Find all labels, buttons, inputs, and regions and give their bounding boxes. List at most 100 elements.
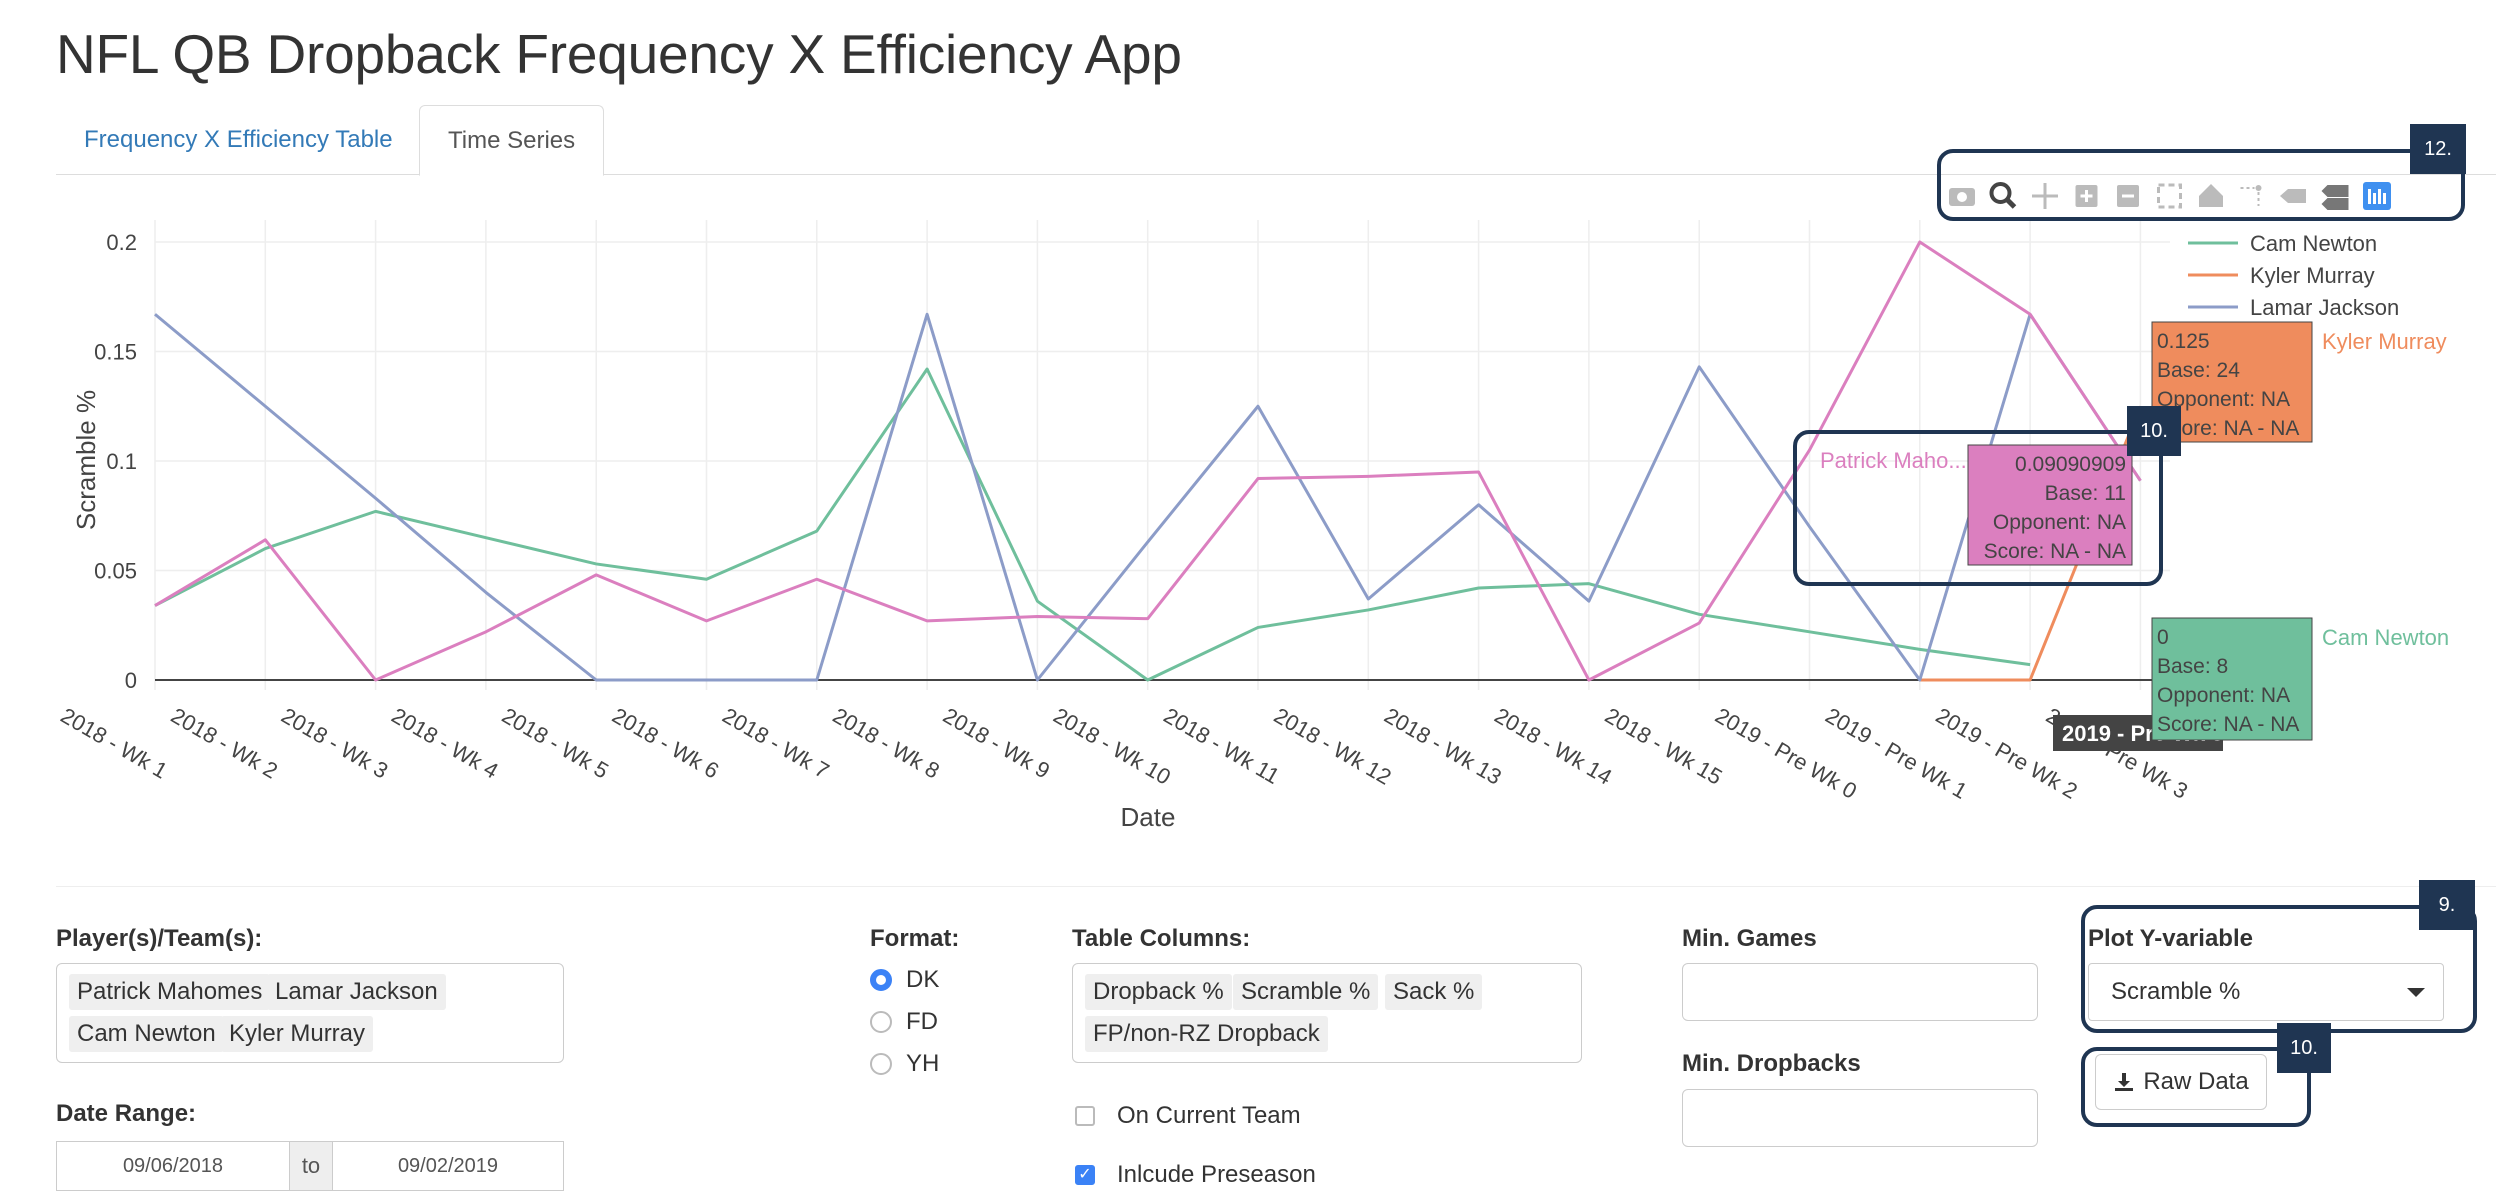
tab-time-series[interactable]: Time Series [419,105,605,176]
tooltip-badge: 10. [2127,406,2181,456]
x-tick-label: 2018 - Wk 9 [939,703,1054,784]
legend-entry: Cam Newton [2250,231,2377,256]
date-end-input[interactable]: 09/02/2019 [332,1141,564,1191]
spike-lines-icon[interactable] [2240,185,2262,206]
pan-icon[interactable] [2032,183,2058,209]
x-tick-label: 2018 - Wk 12 [1270,703,1396,790]
x-tick-label: 2018 - Wk 10 [1049,703,1175,790]
column-chip[interactable]: Scramble % [1233,974,1379,1010]
download-icon [2115,1073,2134,1091]
plotly-logo-bar [2368,189,2371,204]
raw-data-label: Raw Data [2143,1068,2249,1095]
plotly-logo-bar [2373,193,2376,204]
format-option-label: DK [906,966,940,993]
autoscale-icon[interactable] [2157,183,2182,209]
hover-tooltip-box [1967,444,2133,566]
plotly-logo-bg [2363,182,2391,210]
on-current-team-label: On Current Team [1117,1102,1301,1129]
zoom-lens [1989,182,2012,204]
y-axis-title: Scramble % [71,390,101,530]
camera-icon[interactable] [1949,188,1975,206]
legend-entry: Lamar Jackson [2250,295,2399,320]
zoom-out-icon[interactable] [2117,185,2139,207]
hover-tooltip-series-name: Patrick Maho... [1820,448,1967,473]
x-tick-label: 2018 - Wk 15 [1601,703,1727,790]
format-option-fd[interactable]: FD [870,1008,938,1036]
plotly-logo-bar [2378,189,2381,204]
hover-tooltip-line: Score: NA - NA [1984,540,2126,563]
series-line-cam-newton [154,367,2031,682]
min-dropbacks-label: Min. Dropbacks [1682,1050,1861,1077]
radio-selected-icon[interactable] [870,969,892,991]
hover-tooltip-line: Base: 8 [2157,655,2228,678]
on-current-team-checkbox[interactable]: On Current Team [1075,1102,1301,1130]
hover-tooltip-line: Opponent: NA [2157,684,2290,707]
min-dropbacks-input[interactable] [1682,1089,2038,1147]
hover-closest-icon[interactable] [2280,189,2306,203]
format-label: Format: [870,925,960,952]
min-games-input[interactable] [1682,963,2038,1021]
plot-y-variable-select[interactable]: Scramble % [2088,963,2444,1021]
players-label: Player(s)/Team(s): [56,925,263,952]
x-tick-label: 2018 - Wk 7 [718,703,833,784]
min-games-label: Min. Games [1682,925,1817,952]
x-tick-label: 2018 - Wk 4 [387,703,502,784]
x-tick-label: 2018 - Wk 14 [1490,703,1616,790]
hover-tooltip-line: 0.125 [2157,330,2210,353]
radio-icon[interactable] [870,1053,892,1075]
player-chip[interactable]: Cam Newton [69,1016,224,1052]
date-start-input[interactable]: 09/06/2018 [56,1141,290,1191]
hover-tooltip-line: Score: NA - NA [2157,417,2299,440]
format-option-label: FD [906,1008,938,1035]
raw-data-button[interactable]: Raw Data [2095,1054,2267,1110]
plot-y-badge: 9. [2419,880,2475,930]
x-tick-label: 2018 - Wk 6 [608,703,723,784]
chevron-down-icon [2407,988,2425,997]
home-shape [2199,184,2223,207]
zoom-in-icon[interactable] [2075,185,2098,207]
player-chip[interactable]: Patrick Mahomes [69,974,271,1010]
zoom-icon[interactable] [1989,182,2017,209]
section-divider [56,886,2496,887]
reset-axes-icon[interactable] [2199,184,2223,207]
hover-tooltip-line: Base: 11 [2045,482,2126,505]
hover-tooltip-line: Opponent: NA [1993,511,2126,534]
plot-y-variable-value: Scramble % [2111,978,2241,1005]
x-axis-title: Date [1121,802,1176,832]
table-columns-select[interactable]: Dropback % Scramble % Sack % FP/non-RZ D… [1072,963,1582,1063]
hover-tooltip-line: Opponent: NA [2157,388,2290,411]
include-preseason-label: Inlcude Preseason [1117,1161,1316,1188]
y-tick-label: 0.1 [106,449,137,474]
hover-tooltip-series-name: Cam Newton [2322,625,2449,650]
format-option-dk[interactable]: DK [870,966,939,994]
column-chip[interactable]: FP/non-RZ Dropback [1085,1016,1328,1052]
y-tick-label: 0.15 [94,340,137,365]
date-range-separator: to [290,1141,332,1191]
spike-lines [2240,187,2260,206]
players-select[interactable]: Patrick Mahomes Lamar Jackson Cam Newton… [56,963,564,1063]
player-chip[interactable]: Kyler Murray [221,1016,374,1052]
x-tick-label: 2018 - Wk 1 [57,703,172,784]
x-tick-label: 2018 - Wk 2 [167,703,282,784]
plotly-logo-icon[interactable] [2363,182,2391,210]
checkbox-checked-icon[interactable]: ✓ [1075,1165,1095,1185]
zoom-handle [2005,198,2017,209]
checkbox-icon[interactable] [1075,1106,1095,1126]
format-option-yh[interactable]: YH [870,1050,939,1078]
radio-icon[interactable] [870,1011,892,1033]
modebar-badge: 12. [2410,124,2466,174]
hover-tooltip-line: Base: 24 [2157,359,2240,382]
zoom-sign [2080,190,2093,202]
player-chip[interactable]: Lamar Jackson [267,974,446,1010]
page-title: NFL QB Dropback Frequency X Efficiency A… [56,23,1182,85]
tab-frequency-efficiency-table[interactable]: Frequency X Efficiency Table [84,126,393,153]
autoscale-frame [2157,183,2182,209]
hover-compare-bottom [2321,198,2349,210]
hover-compare-icon[interactable] [2321,185,2349,210]
column-chip[interactable]: Sack % [1385,974,1483,1010]
hover-tooltip-box [2151,617,2313,741]
column-chip[interactable]: Dropback % [1085,974,1232,1010]
pan-cross [2032,183,2058,209]
include-preseason-checkbox[interactable]: ✓ Inlcude Preseason [1075,1161,1316,1189]
